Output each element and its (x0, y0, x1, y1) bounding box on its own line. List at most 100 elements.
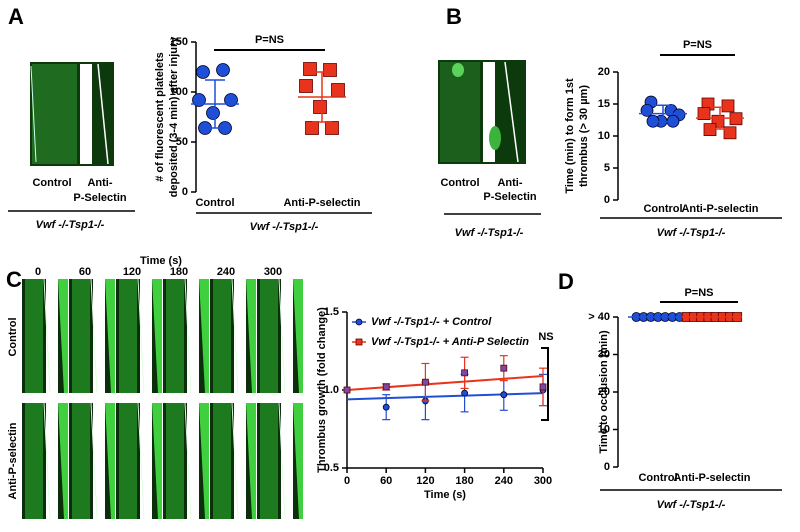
image-column-label: 0 (35, 266, 41, 278)
micrograph (46, 279, 58, 393)
micrograph (231, 402, 239, 520)
micrograph (234, 279, 246, 393)
y-axis-label: deposited (3-4 min) after injury (168, 36, 180, 198)
micrograph (58, 279, 68, 393)
micrograph (281, 279, 293, 393)
y-axis-label: thrombus (> 30 µm) (578, 85, 590, 187)
micrograph (293, 403, 303, 519)
micrograph (187, 279, 199, 393)
panel-letter: B (446, 4, 462, 29)
data-point (325, 121, 339, 135)
y-tick-label: 30 (598, 348, 610, 360)
data-point (323, 63, 337, 77)
micrograph (278, 278, 286, 394)
data-point (500, 391, 508, 399)
data-point (343, 386, 351, 394)
micrograph (25, 403, 43, 519)
micrograph (438, 60, 526, 164)
x-tick-label: Control (195, 197, 234, 209)
y-tick-label: 0.5 (324, 462, 339, 474)
y-tick-label: 10 (598, 423, 610, 435)
row-label: Anti-P-selectin (7, 422, 19, 499)
data-point (355, 318, 363, 326)
y-tick-label: 5 (604, 162, 610, 174)
y-tick-label: > 40 (588, 311, 610, 323)
data-point (299, 79, 313, 93)
micrograph (72, 279, 90, 393)
data-point (355, 338, 363, 346)
micrograph (43, 278, 51, 394)
micrograph (93, 279, 105, 393)
micrograph (137, 278, 145, 394)
x-tick-label: Anti-P-selectin (681, 203, 758, 215)
image-label: Anti- (497, 177, 522, 189)
micrograph (58, 403, 68, 519)
y-tick-label: 50 (176, 136, 188, 148)
y-tick-label: 20 (598, 386, 610, 398)
trend-line (346, 392, 544, 401)
data-point (640, 104, 654, 117)
legend-label: Vwf -/-Tsp1-/- + Anti-P Selectin (371, 336, 529, 348)
micrograph (260, 279, 278, 393)
data-point (331, 83, 345, 97)
trend-line (346, 374, 544, 391)
annotation: P=NS (255, 34, 284, 46)
data-point (196, 65, 210, 79)
micrograph (119, 279, 137, 393)
annotation: P=NS (683, 39, 712, 51)
image-column-label: 120 (123, 266, 141, 278)
group-label: Vwf -/-Tsp1-/- (36, 219, 105, 231)
x-tick-label: Control (638, 472, 677, 484)
group-label: Vwf -/-Tsp1-/- (657, 227, 726, 239)
micrograph (119, 403, 137, 519)
y-tick-label: 0 (182, 186, 188, 198)
x-tick-label: 60 (380, 475, 392, 487)
micrograph (213, 403, 231, 519)
image-column-label: 300 (264, 266, 282, 278)
x-tick-label: Anti-P-selectin (283, 197, 360, 209)
y-tick-label: 100 (170, 86, 188, 98)
micrograph (46, 403, 58, 519)
x-tick-label: 240 (495, 475, 513, 487)
data-point (216, 63, 230, 77)
data-point (382, 403, 390, 411)
micrograph (246, 279, 256, 393)
micrograph (90, 402, 98, 520)
panel-letter: A (8, 4, 24, 29)
data-point (382, 383, 390, 391)
micrograph (152, 403, 162, 519)
x-tick-label: 180 (455, 475, 473, 487)
data-point (723, 126, 737, 140)
data-point (206, 106, 220, 120)
y-tick-label: 10 (598, 130, 610, 142)
data-point (721, 99, 735, 113)
data-point (421, 378, 429, 386)
micrograph (184, 402, 192, 520)
micrograph (184, 278, 192, 394)
y-tick-label: 0 (604, 461, 610, 473)
data-point (461, 389, 469, 397)
panel-letter: D (558, 269, 574, 294)
micrograph (140, 403, 152, 519)
annotation: NS (538, 331, 553, 343)
micrograph (105, 279, 115, 393)
y-tick-label: 0 (604, 194, 610, 206)
micrograph (234, 403, 246, 519)
image-label: P-Selectin (483, 191, 536, 203)
micrograph (93, 403, 105, 519)
image-column-label: 60 (79, 266, 91, 278)
group-label: Vwf -/-Tsp1-/- (455, 227, 524, 239)
ns-bracket (541, 347, 549, 421)
micrograph (281, 403, 293, 519)
group-label: Vwf -/-Tsp1-/- (250, 221, 319, 233)
micrograph (25, 279, 43, 393)
y-tick-label: 20 (598, 66, 610, 78)
micrograph (231, 278, 239, 394)
x-tick-label: Anti-P-selectin (673, 472, 750, 484)
y-tick-label: 1.5 (324, 306, 339, 318)
image-label: P-Selectin (73, 192, 126, 204)
micrograph (246, 403, 256, 519)
y-tick-label: 15 (598, 98, 610, 110)
y-axis-label: Thrombus growth (fold change) (316, 307, 328, 473)
group-label: Vwf -/-Tsp1-/- (657, 499, 726, 511)
